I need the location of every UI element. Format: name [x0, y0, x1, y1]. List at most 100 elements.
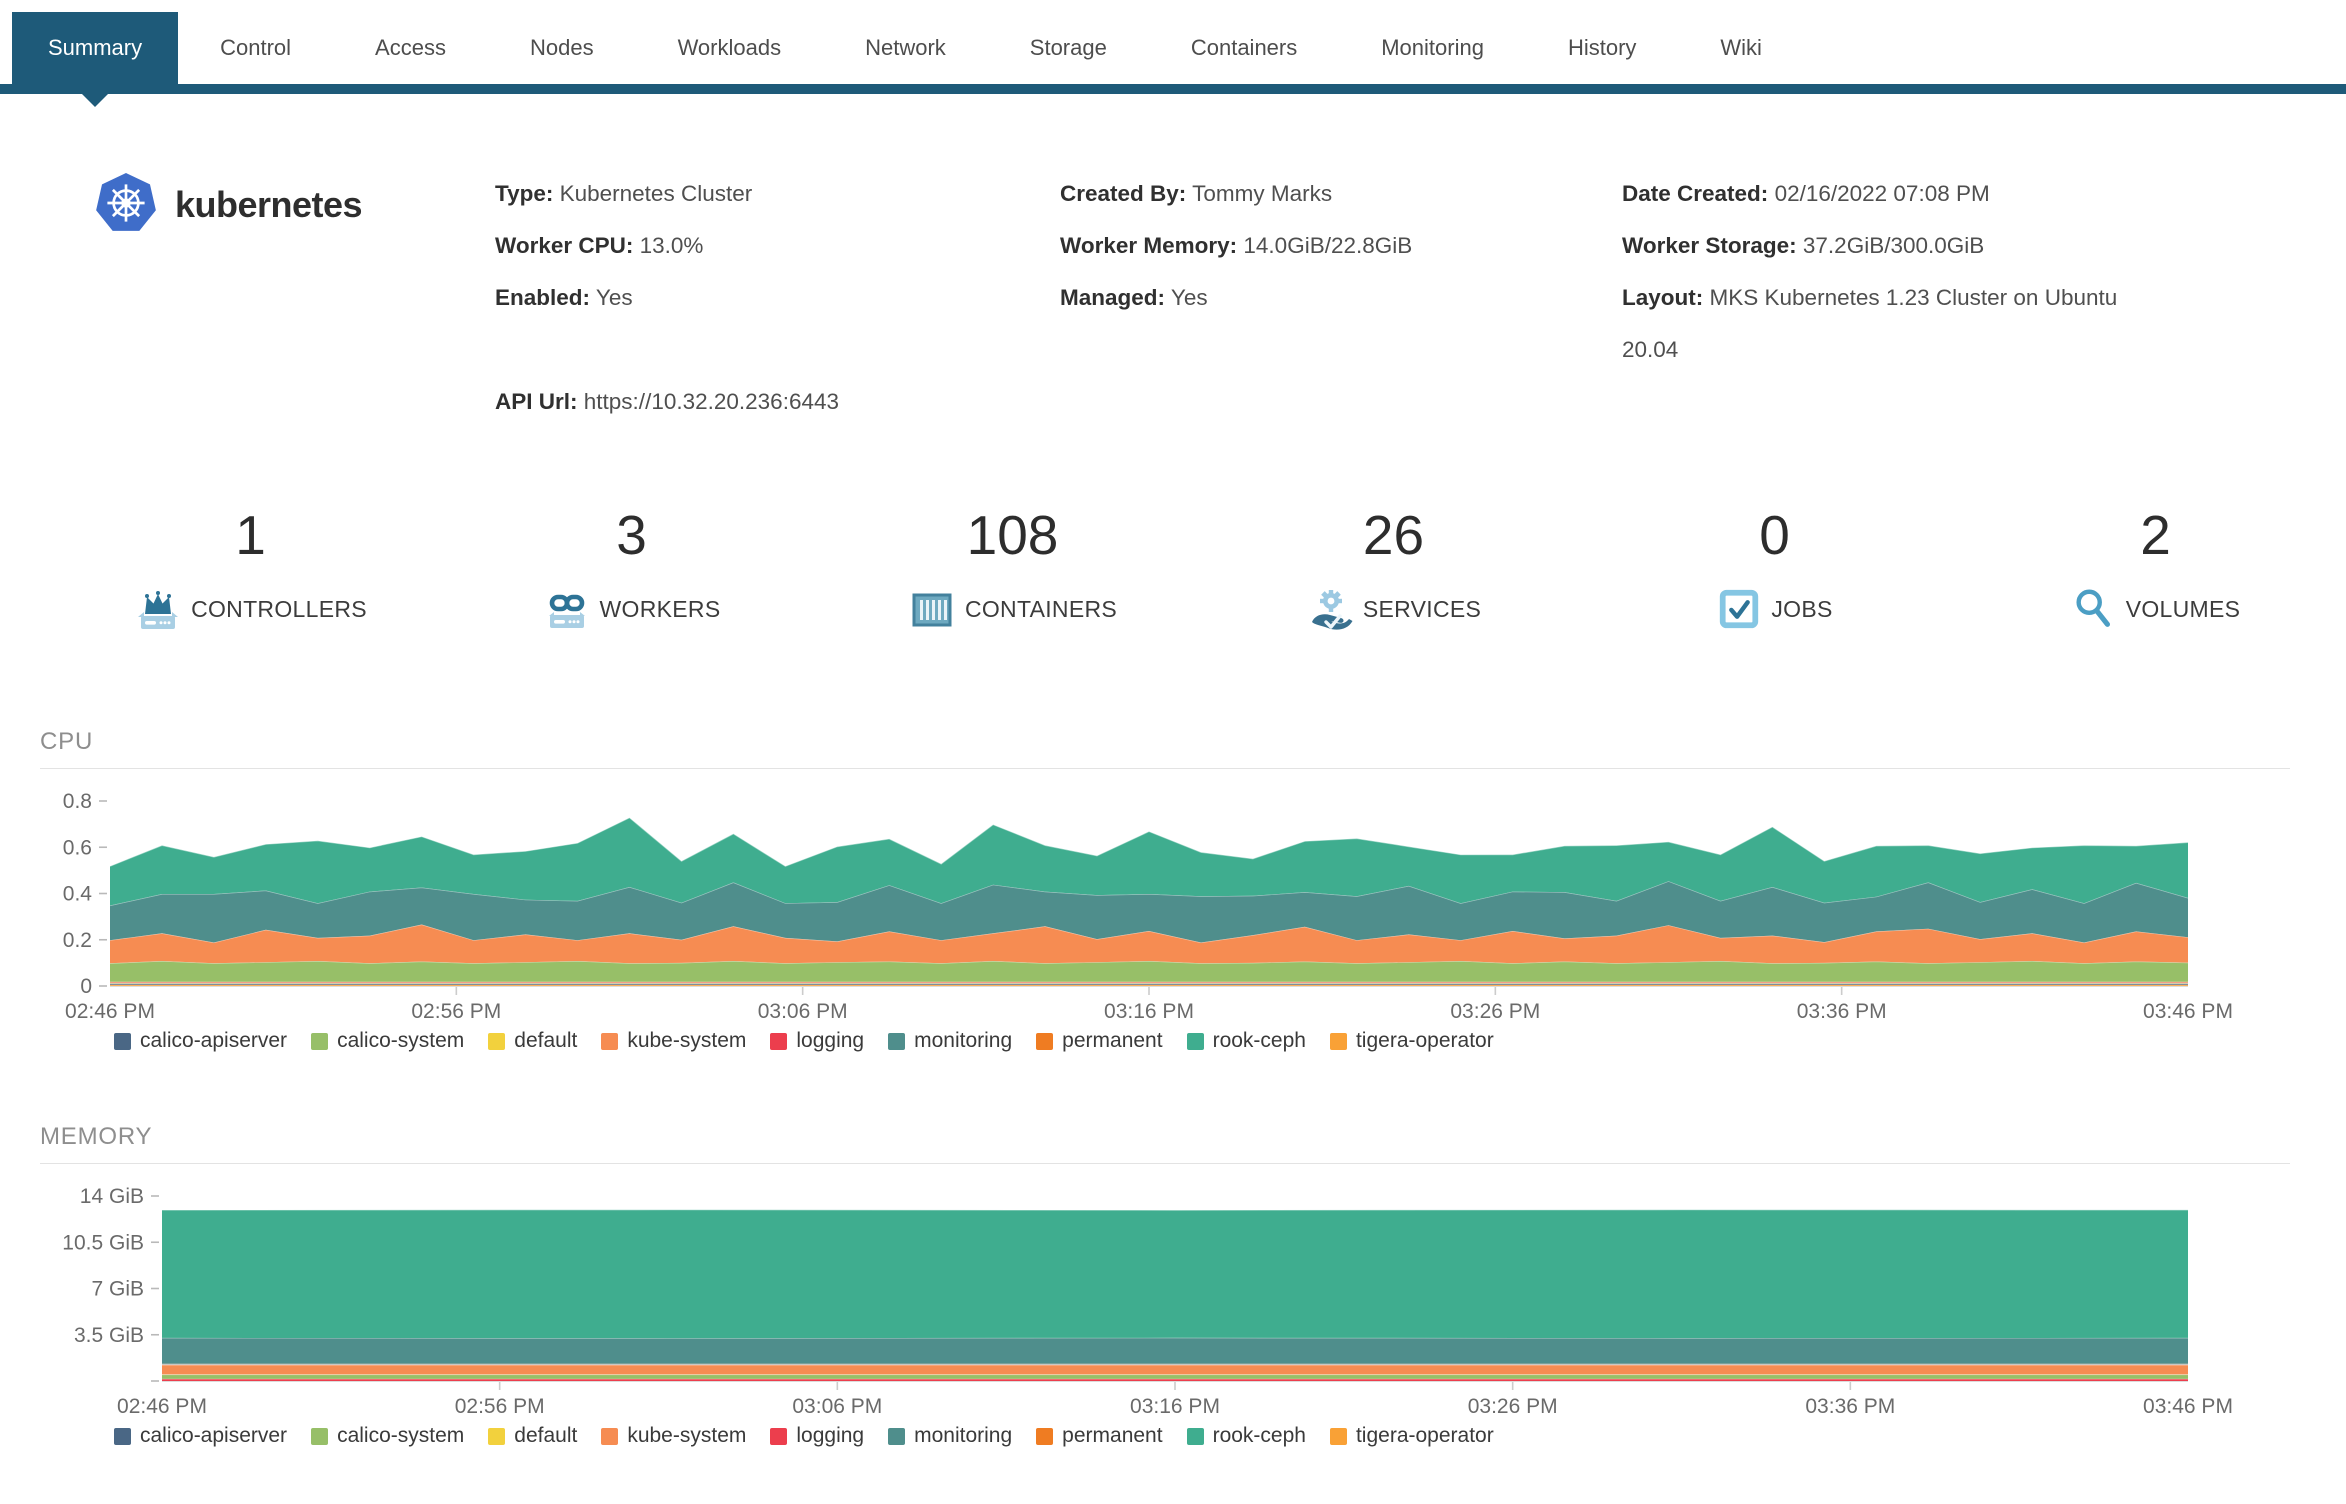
- svg-text:7 GiB: 7 GiB: [91, 1278, 144, 1301]
- tab-monitoring[interactable]: Monitoring: [1381, 35, 1484, 60]
- stat-caption: JOBS: [1584, 586, 1965, 632]
- legend-item-kube-system[interactable]: kube-system: [601, 1424, 746, 1448]
- stat-value: 26: [1362, 504, 1425, 566]
- tab-history[interactable]: History: [1567, 35, 1637, 60]
- field-label: Worker Memory:: [1060, 233, 1238, 258]
- stat-label: JOBS: [1771, 595, 1833, 622]
- svg-text:10.5 GiB: 10.5 GiB: [62, 1231, 144, 1254]
- legend-swatch: [888, 1427, 906, 1445]
- legend-item-tigera-operator[interactable]: tigera-operator: [1329, 1029, 1494, 1053]
- legend-item-default[interactable]: default: [488, 1424, 577, 1448]
- field-label: Created By:: [1060, 181, 1187, 206]
- stat-label: CONTAINERS: [964, 595, 1118, 622]
- legend-item-rook-ceph[interactable]: rook-ceph: [1186, 1029, 1306, 1053]
- svg-text:03:36 PM: 03:36 PM: [1805, 1395, 1895, 1418]
- stat-caption: WORKERS: [441, 586, 822, 632]
- legend-swatch: [488, 1427, 506, 1445]
- legend-swatch: [770, 1032, 788, 1050]
- legend-item-default[interactable]: default: [488, 1029, 577, 1053]
- svg-text:03:06 PM: 03:06 PM: [792, 1395, 882, 1418]
- stat-value: 3: [616, 504, 647, 566]
- field-layout: Layout: MKS Kubernetes 1.23 Cluster on U…: [1622, 272, 2132, 376]
- legend-label: monitoring: [914, 1029, 1013, 1052]
- svg-text:03:46 PM: 03:46 PM: [2143, 1000, 2233, 1023]
- svg-text:03:16 PM: 03:16 PM: [1130, 1395, 1220, 1418]
- legend-item-monitoring[interactable]: monitoring: [888, 1029, 1012, 1053]
- top-tab-bar: Summary Control Access Nodes Workloads Networ…: [0, 0, 2346, 94]
- legend-item-permanent[interactable]: permanent: [1036, 1029, 1163, 1053]
- area-logging: [110, 982, 2188, 983]
- stat-value: 1: [235, 504, 266, 566]
- legend-label: rook-ceph: [1212, 1029, 1306, 1052]
- cluster-stats-row: 1 CONTROLLERS 3 WORKERS 108 CONTAINERS 26 SERVI…: [0, 500, 2346, 632]
- field-label: Layout:: [1622, 285, 1704, 310]
- cluster-info-column-1: Type: Kubernetes Cluster Worker CPU: 13.0…: [495, 168, 1060, 428]
- legend-label: permanent: [1062, 1424, 1163, 1447]
- stat-caption: SERVICES: [1203, 586, 1584, 632]
- legend-swatch: [601, 1427, 619, 1445]
- legend-item-logging[interactable]: logging: [770, 1424, 864, 1448]
- legend-item-permanent[interactable]: permanent: [1036, 1424, 1163, 1448]
- field-enabled: Enabled: Yes: [495, 272, 1060, 324]
- svg-text:14 GiB: 14 GiB: [80, 1185, 144, 1208]
- legend-label: calico-apiserver: [140, 1029, 288, 1052]
- svg-text:02:56 PM: 02:56 PM: [455, 1395, 545, 1418]
- field-worker-storage: Worker Storage: 37.2GiB/300.0GiB: [1622, 220, 2132, 272]
- svg-text:0.6: 0.6: [63, 836, 92, 859]
- magnifier-icon: [2071, 586, 2117, 632]
- tab-workloads[interactable]: Workloads: [677, 35, 782, 60]
- legend-item-rook-ceph[interactable]: rook-ceph: [1186, 1424, 1306, 1448]
- stat-containers: 108 CONTAINERS: [822, 500, 1203, 632]
- tab-storage[interactable]: Storage: [1029, 35, 1107, 60]
- cpu-chart-section: CPU 0 0.2 0.4 0.6 0.8 02:46 PM 02:56 PM 03:06 P…: [40, 728, 2290, 1053]
- tab-summary[interactable]: Summary: [12, 12, 179, 84]
- field-label: API Url:: [495, 389, 578, 414]
- tab-nodes[interactable]: Nodes: [529, 35, 594, 60]
- legend-item-kube-system[interactable]: kube-system: [601, 1029, 746, 1053]
- legend-label: permanent: [1062, 1029, 1163, 1052]
- svg-text:03:06 PM: 03:06 PM: [758, 1000, 848, 1023]
- field-value: 14.0GiB/22.8GiB: [1243, 233, 1413, 258]
- area-monitoring: [110, 881, 2188, 943]
- memory-chart: 3.5 GiB 7 GiB 10.5 GiB 14 GiB 02:46 PM 02:56 …: [40, 1168, 2290, 1420]
- tab-access[interactable]: Access: [375, 35, 446, 60]
- field-value: Kubernetes Cluster: [559, 181, 753, 206]
- stat-label: VOLUMES: [2125, 595, 2241, 622]
- tab-containers[interactable]: Containers: [1190, 35, 1298, 60]
- field-label: Managed:: [1060, 285, 1166, 310]
- legend-item-monitoring[interactable]: monitoring: [888, 1424, 1012, 1448]
- legend-swatch: [488, 1032, 506, 1050]
- tab-wiki[interactable]: Wiki: [1720, 35, 1762, 60]
- field-label: Date Created:: [1622, 181, 1769, 206]
- legend-item-calico-apiserver[interactable]: calico-apiserver: [114, 1424, 287, 1448]
- legend-item-logging[interactable]: logging: [770, 1029, 864, 1053]
- legend-swatch: [1186, 1427, 1204, 1445]
- legend-item-calico-system[interactable]: calico-system: [311, 1424, 464, 1448]
- legend-swatch: [311, 1032, 329, 1050]
- legend-item-calico-apiserver[interactable]: calico-apiserver: [114, 1029, 287, 1053]
- field-value: Yes: [595, 285, 633, 310]
- area-kube-system: [162, 1364, 2188, 1375]
- legend-label: tigera-operator: [1355, 1029, 1494, 1052]
- svg-text:03:26 PM: 03:26 PM: [1468, 1395, 1558, 1418]
- field-label: Enabled:: [495, 285, 591, 310]
- field-label: Worker CPU:: [495, 233, 634, 258]
- legend-label: kube-system: [627, 1424, 747, 1447]
- tab-control[interactable]: Control: [220, 35, 292, 60]
- field-created-by: Created By: Tommy Marks: [1060, 168, 1622, 220]
- svg-text:0.8: 0.8: [63, 790, 92, 813]
- legend-label: monitoring: [914, 1424, 1013, 1447]
- legend-swatch: [1329, 1427, 1347, 1445]
- legend-swatch: [601, 1032, 619, 1050]
- legend-item-calico-system[interactable]: calico-system: [311, 1029, 464, 1053]
- legend-item-tigera-operator[interactable]: tigera-operator: [1329, 1424, 1494, 1448]
- cluster-info-column-2: Created By: Tommy Marks Worker Memory: 14…: [1060, 168, 1622, 428]
- legend-label: calico-apiserver: [140, 1424, 288, 1447]
- stat-jobs: 0 JOBS: [1584, 500, 1965, 632]
- legend-swatch: [888, 1032, 906, 1050]
- tab-network[interactable]: Network: [865, 35, 946, 60]
- stat-label: WORKERS: [599, 595, 721, 622]
- area-calico-apiserver: [162, 1364, 2188, 1365]
- field-value: 37.2GiB/300.0GiB: [1802, 233, 1985, 258]
- legend-label: kube-system: [627, 1029, 747, 1052]
